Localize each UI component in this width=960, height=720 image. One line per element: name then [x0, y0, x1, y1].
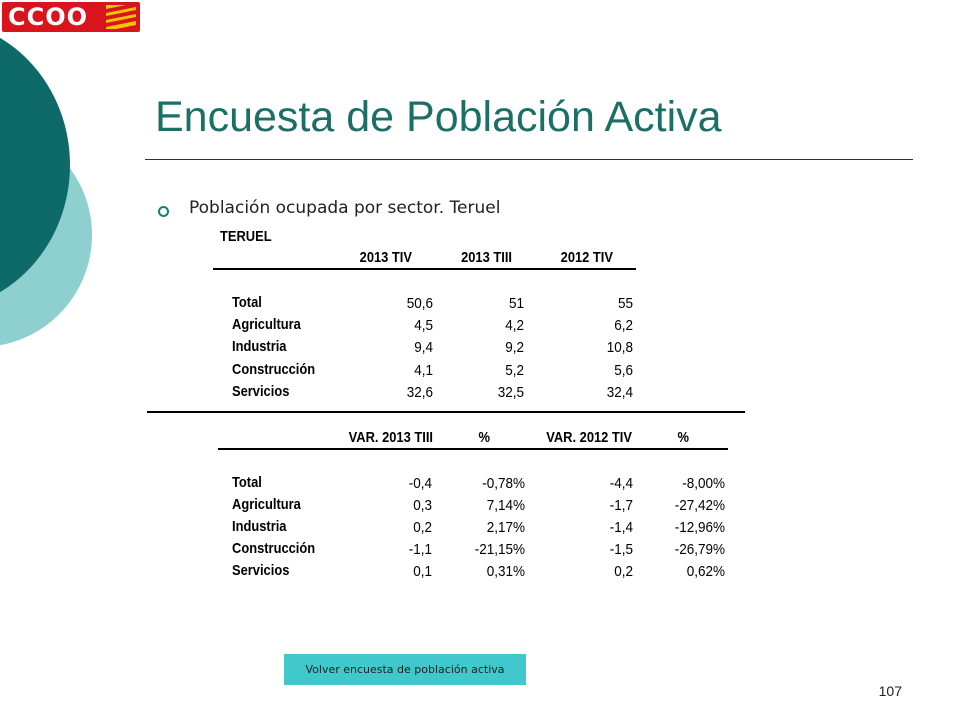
- row-label: Total: [232, 474, 262, 491]
- cell-value: -27,42%: [674, 497, 725, 514]
- cell-value: 0,62%: [686, 563, 725, 580]
- cell-value: 4,2: [505, 317, 524, 334]
- row-label: Industria: [232, 518, 287, 535]
- row-label: Agricultura: [232, 496, 301, 513]
- cell-value: 4,5: [414, 317, 433, 334]
- circle-bullet-icon: [158, 206, 169, 217]
- table-header-line: [213, 268, 636, 270]
- slide-title: Encuesta de Población Activa: [155, 93, 722, 141]
- row-label: Industria: [232, 338, 287, 355]
- cell-value: 9,2: [505, 339, 524, 356]
- cell-value: -1,5: [609, 541, 633, 558]
- table-header: 2012 TIV: [560, 249, 613, 266]
- cell-value: -1,4: [609, 519, 633, 536]
- aragon-flag-icon: [106, 5, 136, 29]
- table-header: 2013 TIV: [359, 249, 412, 266]
- cell-value: -0,4: [408, 475, 432, 492]
- row-label: Construcción: [232, 540, 316, 557]
- back-to-survey-link[interactable]: Volver encuesta de población activa: [284, 654, 526, 685]
- row-label: Total: [232, 294, 262, 311]
- cell-value: 0,31%: [486, 563, 525, 580]
- cell-value: 51: [508, 295, 524, 312]
- cell-value: -12,96%: [674, 519, 725, 536]
- cell-value: -21,15%: [474, 541, 525, 558]
- cell-value: 7,14%: [486, 497, 525, 514]
- row-label: Construcción: [232, 361, 316, 378]
- cell-value: 0,2: [413, 519, 432, 536]
- table-header: 2013 TIII: [461, 249, 512, 266]
- table-header: VAR. 2012 TIV: [546, 429, 632, 446]
- decorative-circles: [0, 37, 92, 346]
- cell-value: -26,79%: [674, 541, 725, 558]
- cell-value: 0,3: [413, 497, 432, 514]
- cell-value: 6,2: [614, 317, 633, 334]
- ccoo-logo: CCOO: [0, 0, 142, 35]
- cell-value: 4,1: [414, 362, 433, 379]
- cell-value: 5,6: [614, 362, 633, 379]
- table-header-line: [218, 448, 728, 450]
- cell-value: 0,1: [413, 563, 432, 580]
- cell-value: -1,1: [408, 541, 432, 558]
- table-separator-line: [147, 411, 745, 413]
- cell-value: 10,8: [606, 339, 633, 356]
- cell-value: 55: [617, 295, 633, 312]
- row-label: Servicios: [232, 383, 290, 400]
- cell-value: 32,5: [497, 384, 524, 401]
- table-header: %: [478, 429, 490, 446]
- table-header: %: [677, 429, 689, 446]
- cell-value: 9,4: [414, 339, 433, 356]
- cell-value: 0,2: [614, 563, 633, 580]
- page-number: 107: [878, 683, 902, 699]
- cell-value: -8,00%: [682, 475, 725, 492]
- row-label: Servicios: [232, 562, 290, 579]
- dark-teal-circle: [0, 37, 70, 293]
- table-region-label: TERUEL: [220, 228, 272, 245]
- bullet-text: Población ocupada por sector. Teruel: [189, 198, 501, 218]
- cell-value: -1,7: [609, 497, 633, 514]
- cell-value: 5,2: [505, 362, 524, 379]
- logo-text: CCOO: [8, 3, 89, 31]
- table-header: VAR. 2013 TIII: [348, 429, 433, 446]
- row-label: Agricultura: [232, 316, 301, 333]
- cell-value: 50,6: [406, 295, 433, 312]
- cell-value: 32,6: [406, 384, 433, 401]
- cell-value: 32,4: [606, 384, 633, 401]
- cell-value: -0,78%: [482, 475, 525, 492]
- cell-value: -4,4: [609, 475, 633, 492]
- title-divider: [145, 159, 913, 160]
- logo-box: CCOO: [2, 2, 140, 32]
- cell-value: 2,17%: [486, 519, 525, 536]
